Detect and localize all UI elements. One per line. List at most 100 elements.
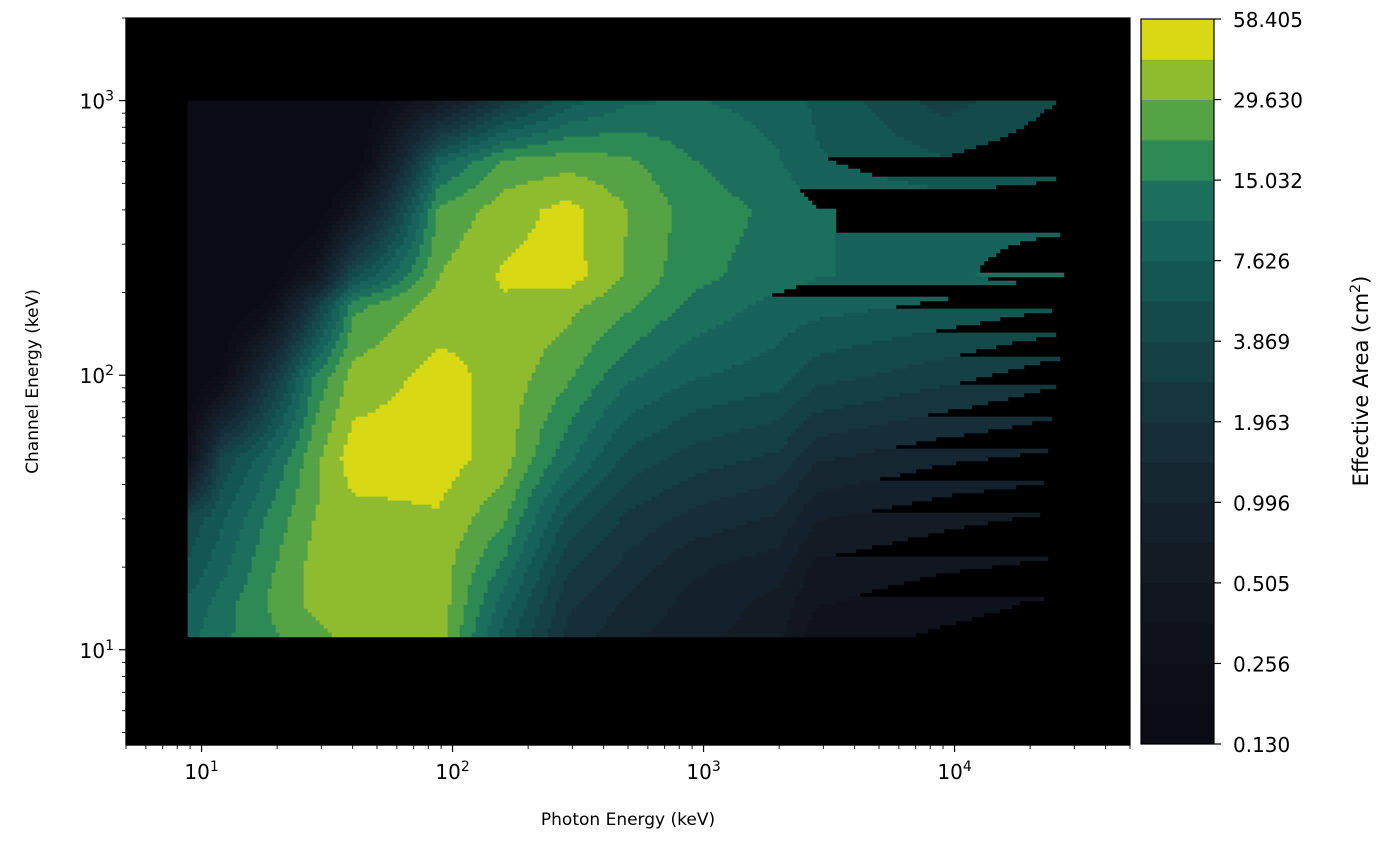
contour-cell (339, 356, 357, 362)
contour-cell (287, 320, 293, 326)
contour-cell (579, 204, 625, 210)
contour-cell (547, 140, 673, 146)
contour-cell (335, 408, 377, 414)
contour-cell (243, 516, 265, 522)
contour-cell (187, 620, 205, 626)
contour-cell (343, 316, 353, 322)
contour-cell (515, 184, 605, 190)
contour-cell (187, 204, 333, 210)
contour-cell (239, 532, 261, 538)
contour-cell (399, 192, 409, 198)
contour-cell (187, 564, 209, 570)
contour-cell (431, 100, 445, 106)
contour-cell (191, 428, 197, 434)
contour-cell (487, 544, 509, 550)
contour-cell (747, 224, 837, 230)
contour-cell (411, 500, 441, 506)
contour-cell (747, 520, 797, 526)
contour-cell (739, 240, 837, 246)
contour-cell (931, 108, 961, 114)
contour-cell (235, 624, 277, 630)
contour-cell (651, 176, 717, 182)
contour-cell (271, 620, 321, 626)
contour-cell (407, 224, 421, 230)
contour-cell (187, 468, 193, 474)
contour-cell (407, 376, 473, 382)
contour-cell (467, 592, 485, 598)
contour-cell (347, 236, 357, 242)
contour-cell (375, 408, 473, 414)
contour-cell (579, 600, 621, 606)
contour-cell (367, 164, 377, 170)
contour-cell (731, 624, 789, 630)
contour-cell (623, 204, 673, 210)
contour-cell (255, 428, 269, 434)
contour-cell (407, 188, 417, 194)
contour-cell (291, 400, 301, 406)
contour-cell (283, 440, 297, 446)
contour-cell (199, 408, 209, 414)
contour-cell (291, 348, 301, 354)
contour-cell (603, 576, 645, 582)
contour-cell (335, 232, 345, 238)
contour-cell (835, 264, 981, 270)
contour-cell (299, 476, 321, 482)
contour-cell (383, 196, 393, 202)
contour-cell (379, 104, 393, 110)
contour-cell (363, 204, 373, 210)
contour-cell (215, 460, 221, 466)
contour-cell (451, 592, 469, 598)
contour-cell (443, 108, 461, 114)
contour-cell (231, 436, 249, 442)
contour-cell (323, 444, 345, 450)
contour-cell (395, 156, 405, 162)
contour-cell (271, 436, 285, 442)
contour-cell (527, 464, 549, 470)
contour-cell (387, 248, 397, 254)
contour-cell (731, 192, 805, 198)
colorbar: 58.40529.63015.0327.6263.8691.9630.9960.… (1140, 8, 1303, 757)
contour-cell (319, 400, 341, 406)
contour-cell (727, 268, 837, 274)
colorbar-segment (1141, 703, 1214, 745)
contour-cell (411, 372, 473, 378)
contour-cell (795, 600, 837, 606)
contour-cell (479, 508, 509, 514)
contour-cell (575, 532, 609, 538)
contour-cell (283, 420, 293, 426)
contour-cell (275, 360, 285, 366)
contour-cell (319, 224, 329, 230)
contour-cell (435, 232, 465, 238)
contour-cell (431, 288, 505, 294)
contour-cell (499, 596, 517, 602)
contour-cell (671, 312, 737, 318)
contour-cell (819, 316, 1001, 322)
contour-cell (303, 416, 317, 422)
contour-cell (403, 144, 413, 150)
contour-cell (295, 388, 305, 394)
contour-cell (591, 464, 617, 470)
contour-cell (691, 156, 781, 162)
contour-cell (243, 380, 253, 386)
contour-cell (611, 400, 653, 406)
contour-cell (187, 100, 381, 106)
contour-cell (331, 260, 341, 266)
contour-cell (215, 588, 245, 594)
contour-cell (427, 216, 437, 222)
contour-cell (191, 504, 205, 510)
contour-cell (807, 416, 909, 422)
contour-cell (599, 480, 629, 486)
contour-cell (243, 316, 261, 322)
contour-cell (291, 512, 317, 518)
contour-cell (415, 368, 469, 374)
contour-cell (671, 212, 753, 218)
contour-cell (187, 396, 197, 402)
contour-cell (271, 380, 281, 386)
contour-cell (515, 564, 529, 570)
contour-cell (739, 236, 837, 242)
contour-cell (279, 548, 309, 554)
contour-cell (407, 288, 433, 294)
contour-cell (783, 576, 805, 582)
contour-cell (603, 372, 645, 378)
contour-cell (327, 432, 349, 438)
